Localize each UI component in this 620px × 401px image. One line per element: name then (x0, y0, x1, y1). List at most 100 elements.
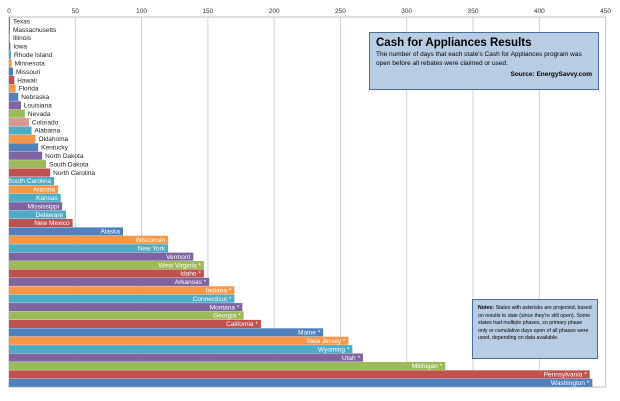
bar-label: Oklahoma (39, 136, 69, 143)
bar (9, 160, 47, 169)
bar-label: Nebraska (21, 94, 49, 101)
bar (9, 168, 51, 177)
bar-label: Connecticut * (193, 296, 232, 303)
bar-label: Alaska (101, 229, 121, 236)
bar-label: New Jersey * (307, 338, 346, 345)
bar (9, 277, 210, 286)
bar (9, 227, 124, 236)
x-tick-label: 450 (600, 8, 611, 15)
bar (9, 319, 261, 328)
bar-label: Delaware (36, 212, 64, 219)
x-tick-label: 100 (136, 8, 147, 15)
bar-label: Hawaii (17, 77, 37, 84)
bar (9, 17, 10, 26)
bar (9, 193, 61, 202)
bar-label: Idaho * (180, 271, 201, 278)
notes-box: Notes: States with asterisks are project… (472, 299, 598, 359)
bar-label: Mississippi (28, 203, 59, 210)
bar-label: Wisconsin (135, 237, 165, 244)
bar (9, 109, 25, 118)
bar (9, 50, 11, 59)
bar (9, 269, 204, 278)
bar (9, 101, 21, 110)
bar (9, 42, 11, 51)
bar-label: Texas (13, 18, 31, 25)
bar-label: North Dakota (45, 153, 84, 160)
bar (9, 303, 243, 312)
x-tick-label: 50 (72, 8, 80, 15)
x-tick-label: 350 (468, 8, 479, 15)
bar (9, 134, 36, 143)
bar (9, 25, 10, 34)
bar (9, 126, 32, 135)
bar (9, 176, 55, 186)
bar-label: South Dakota (49, 161, 89, 168)
bar-label: Kentucky (41, 145, 68, 152)
chart-source: Source: EnergySavvy.com (510, 71, 592, 78)
bar-label: Alabama (35, 128, 61, 135)
bar-label: Maine * (298, 330, 321, 337)
bar (9, 336, 349, 345)
bar (9, 151, 43, 160)
bar-label: California * (226, 321, 258, 328)
bar (9, 361, 446, 371)
bar-label: Colorado (32, 119, 59, 126)
bar-label: New Mexico (34, 220, 70, 227)
bar (9, 118, 29, 127)
x-tick-label: 150 (202, 8, 213, 15)
bar-label: Florida (19, 86, 39, 93)
title-box: Cash for Appliances Results The number o… (369, 32, 599, 90)
bar (9, 92, 19, 101)
bar-label: Pennsylvania * (544, 372, 587, 379)
bar (9, 202, 63, 211)
bar (9, 378, 593, 387)
bar (9, 185, 59, 194)
bar-label: Wyoming * (318, 346, 350, 353)
bar (9, 311, 244, 320)
bar (9, 244, 169, 253)
notes-label: Notes: (478, 305, 495, 311)
bar (9, 252, 194, 261)
bar-label: Arkansas * (175, 279, 207, 286)
bar (9, 33, 10, 43)
bar-label: Missouri (16, 69, 40, 76)
bar-label: Georgia * (213, 313, 241, 320)
bar-label: Indiana * (206, 287, 232, 294)
bar-label: Minnesota (15, 60, 45, 67)
bar-label: Michigan * (412, 363, 443, 370)
bar-label: Rhode Island (14, 52, 53, 59)
bar (9, 345, 353, 354)
bar-label: Nevada (28, 111, 51, 118)
x-tick-label: 0 (7, 8, 11, 15)
bar (9, 210, 67, 219)
bar-label: South Carolina (8, 178, 51, 185)
bar (9, 235, 169, 244)
x-tick-label: 400 (534, 8, 545, 15)
bar-label: New York (138, 245, 166, 252)
bar-label: Louisiana (24, 102, 52, 109)
bar-label: Massachusetts (13, 27, 57, 34)
x-tick-label: 300 (401, 8, 412, 15)
bar-label: Illinois (13, 35, 32, 42)
bar-label: North Carolina (53, 170, 95, 177)
bar (9, 67, 13, 76)
bar (9, 353, 363, 362)
bar (9, 294, 235, 303)
x-tick-label: 250 (335, 8, 346, 15)
bar-label: Arizona (33, 187, 55, 194)
bar (9, 218, 73, 228)
bar (9, 286, 235, 295)
bar-label: Iowa (13, 44, 27, 51)
bar (9, 370, 590, 379)
bar (9, 76, 15, 85)
bar (9, 84, 16, 93)
bar-label: Utah * (342, 355, 361, 362)
bar (9, 261, 204, 270)
bar-label: Washington * (551, 380, 590, 387)
bar (9, 59, 12, 68)
bar (9, 143, 39, 152)
bar-label: West Virginia * (159, 262, 202, 269)
bar (9, 328, 324, 337)
x-tick-label: 200 (269, 8, 280, 15)
